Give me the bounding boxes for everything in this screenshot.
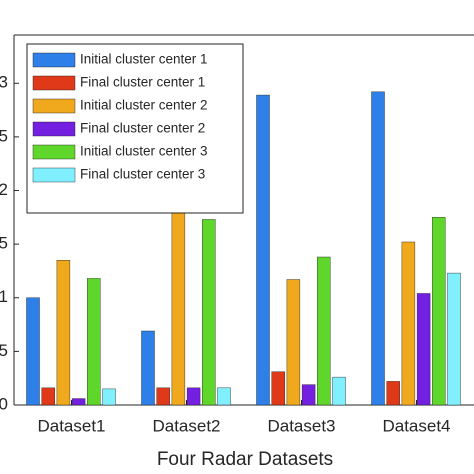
legend-swatch: [32, 98, 76, 114]
y-tick-label: 1.5: [0, 234, 8, 253]
legend-swatch: [32, 167, 76, 183]
legend-swatch: [32, 75, 76, 91]
legend-label: Final cluster center 3: [80, 167, 205, 182]
bar: [386, 381, 400, 406]
legend-label: Initial cluster center 1: [80, 52, 208, 67]
bar: [332, 376, 346, 406]
bar: [41, 387, 55, 406]
bar: [202, 219, 216, 406]
bar: [301, 384, 316, 406]
bar: [26, 297, 40, 406]
y-tick-label: 1: [0, 287, 8, 306]
bar: [256, 94, 270, 406]
bar: [102, 388, 116, 406]
bar: [156, 387, 170, 406]
bar: [416, 293, 431, 406]
legend-swatch: [32, 121, 76, 137]
legend-label: Final cluster center 2: [80, 121, 205, 136]
y-tick-label: 3: [0, 73, 8, 92]
x-axis-label: Four Radar Datasets: [157, 449, 333, 470]
x-tick-label: Dataset1: [37, 416, 105, 435]
bar: [317, 256, 331, 406]
bar: [141, 330, 155, 406]
legend-label: Initial cluster center 2: [80, 98, 208, 113]
bar: [217, 387, 231, 406]
bar: [87, 278, 101, 406]
bar: [401, 241, 416, 406]
x-tick-label: Dataset4: [382, 416, 450, 435]
bar: [271, 371, 285, 406]
bar: [71, 398, 86, 406]
bar: [447, 272, 461, 406]
legend-swatch: [32, 52, 76, 68]
bar: [56, 260, 71, 406]
bar: [186, 387, 201, 406]
y-tick-label: 0.5: [0, 341, 8, 360]
legend: Initial cluster center 1 Final cluster ce…: [26, 43, 244, 214]
x-tick-label: Dataset3: [267, 416, 335, 435]
legend-swatch: [32, 144, 76, 160]
x-tick-label: Dataset2: [152, 416, 220, 435]
y-tick-label: 2: [0, 180, 8, 199]
legend-label: Final cluster center 1: [80, 75, 205, 90]
bar: [286, 279, 301, 406]
legend-label: Initial cluster center 3: [80, 144, 208, 159]
bar: [432, 217, 446, 406]
bar: [171, 191, 186, 406]
y-tick-label: 0: [0, 394, 8, 413]
bar: [371, 91, 385, 406]
y-tick-label: 2.5: [0, 126, 8, 145]
